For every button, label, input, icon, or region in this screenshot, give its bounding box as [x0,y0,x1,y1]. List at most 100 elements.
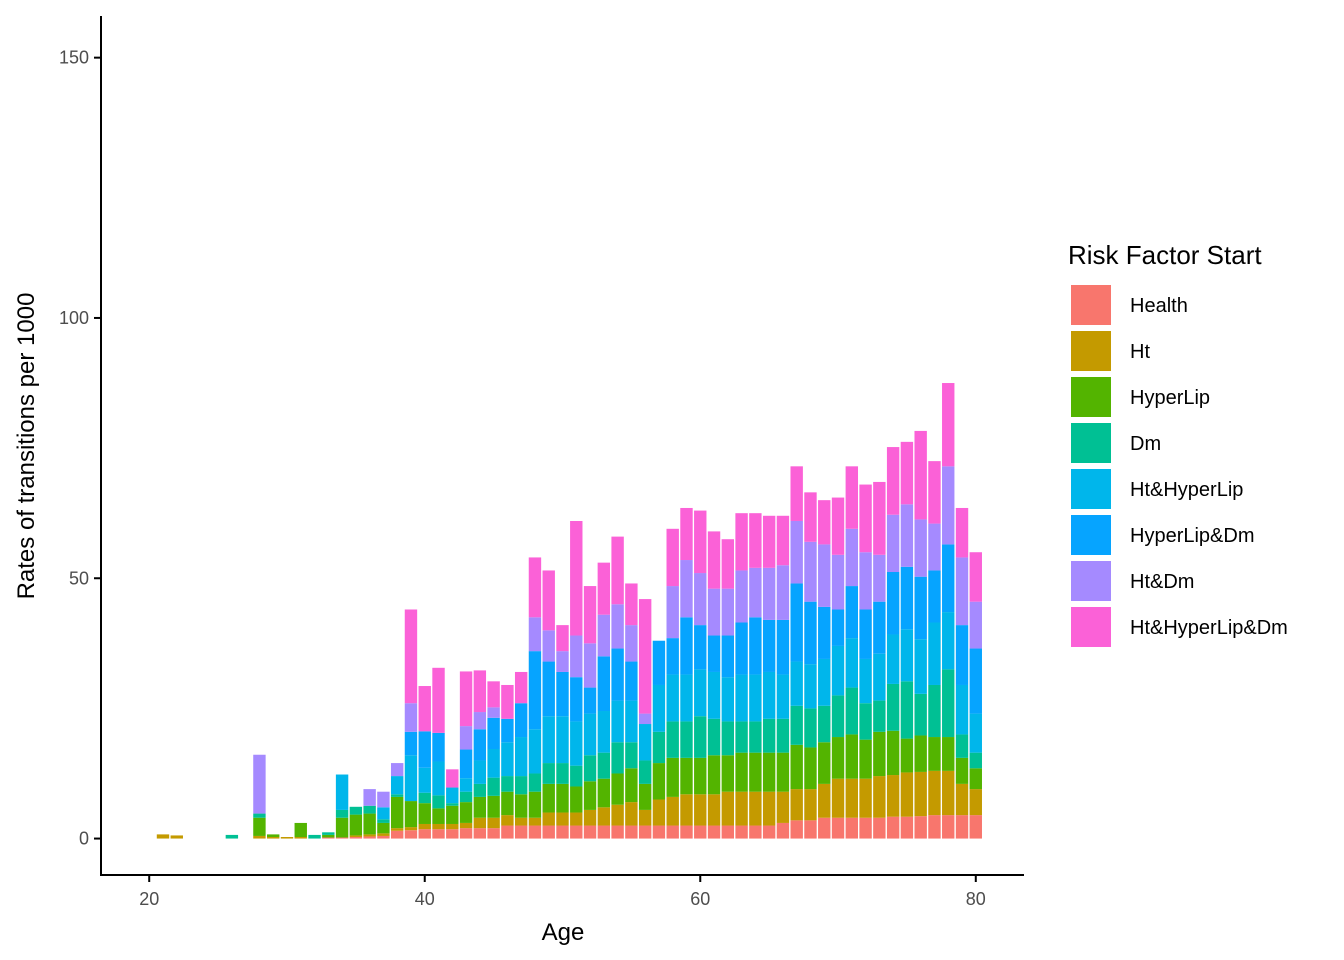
bar-age-59-ht [680,794,693,826]
bar-age-55-ht-dm [625,625,638,662]
bar-age-79-ht-hyperlip [955,684,969,735]
bar-age-41-health [432,829,445,839]
bar-age-56-ht-hyperlip-dm [638,599,652,714]
bar-age-73-ht-hyperlip-dm [873,481,886,555]
bar-age-62-ht-hyperlip-dm [721,539,735,589]
bar-age-54-ht-hyperlip [611,700,624,743]
bar-age-44-ht-hyperlip-dm [473,670,487,713]
bar-age-55-ht-hyperlip-dm [625,583,638,626]
bar-age-55-ht [625,802,638,826]
bar-age-70-hyperlip [831,737,845,779]
bar-age-44-ht-dm [473,712,487,730]
bar-age-53-ht-hyperlip-dm [597,562,611,615]
bar-age-35-dm [349,806,363,815]
bar-age-42-hyperlip [446,805,459,824]
bar-age-66-ht-dm [776,565,790,620]
bar-age-56-ht-dm [638,713,652,725]
bar-age-60-ht [694,794,707,826]
bar-age-76-hyperlip [914,735,927,772]
bar-age-53-ht [597,807,611,826]
bar-age-75-ht-hyperlip [900,629,914,682]
bar-age-45-ht [487,817,500,829]
bar-age-47-health [514,825,528,839]
bar-age-46-ht-hyperlip-dm [501,684,514,719]
bar-age-77-dm [928,684,941,738]
bar-age-50-ht-hyperlip-dm [556,625,569,652]
bar-age-43-hyperlip [459,802,473,823]
legend-key-dm [1071,423,1111,463]
bar-age-61-dm [707,718,721,756]
bar-age-77-hyperlip-dm [928,570,941,623]
bar-age-66-ht [776,791,790,823]
bar-age-61-hyperlip-dm [707,635,721,672]
bar-age-74-ht [886,775,900,817]
bar-age-56-health [638,825,652,839]
bar-age-42-health [446,829,459,839]
bar-age-68-ht [804,789,817,821]
bar-age-38-ht [390,828,404,831]
bar-age-74-hyperlip [886,730,900,776]
bar-age-48-ht [528,817,542,826]
bar-age-63-hyperlip [735,752,748,792]
bar-age-54-ht-dm [611,604,624,649]
bar-age-65-ht-dm [762,567,776,620]
bar-age-78-ht [942,770,955,816]
bar-age-49-health [542,825,555,839]
bar-age-49-ht-dm [542,630,555,662]
bar-age-47-ht-hyperlip-dm [514,671,528,704]
bar-age-56-dm [638,760,652,784]
legend-label-health: Health [1130,295,1188,317]
legend-label-hyperlip: HyperLip [1130,387,1210,409]
bar-age-62-ht-dm [721,588,735,636]
bar-age-61-ht [707,794,721,826]
bar-age-80-health [969,815,982,839]
bar-age-80-ht-hyperlip [969,713,982,753]
bar-age-67-ht [790,789,803,821]
bar-age-43-ht-hyperlip [459,778,473,792]
bar-age-77-hyperlip [928,737,941,771]
bar-age-45-hyperlip [487,795,500,818]
bar-age-43-hyperlip-dm [459,749,473,779]
bar-age-72-ht-hyperlip [859,658,872,704]
bar-age-47-hyperlip-dm [514,703,528,738]
bar-age-73-ht [873,776,886,818]
bar-age-36-hyperlip [363,813,376,835]
bar-age-44-hyperlip-dm [473,729,487,761]
bar-age-59-health [680,825,693,839]
bar-age-58-hyperlip-dm [666,638,679,675]
bar-age-29-hyperlip [267,834,280,837]
bar-age-61-ht-hyperlip-dm [707,531,721,589]
bar-age-70-health [831,817,845,839]
bar-age-79-hyperlip [955,757,969,784]
bar-age-38-ht-hyperlip [390,776,404,795]
legend-key-ht [1071,331,1111,371]
bar-age-28-ht-dm [253,754,266,814]
legend-label-ht-dm: Ht&Dm [1130,571,1194,593]
bar-age-58-dm [666,721,679,758]
bar-age-73-ht-dm [873,554,886,602]
bar-age-49-hyperlip-dm [542,661,555,717]
bar-age-40-dm [418,792,431,804]
bar-age-79-dm [955,734,969,758]
bar-age-34-health [335,837,349,839]
bar-age-70-ht-hyperlip-dm [831,497,845,555]
bar-age-74-dm [886,683,900,731]
bar-age-75-dm [900,681,914,739]
legend-key-hyperlip [1071,377,1111,417]
bar-age-51-health [570,825,583,839]
bar-age-73-dm [873,700,886,732]
bar-age-39-hyperlip [404,801,418,828]
bar-age-38-health [390,830,404,839]
bar-age-37-ht-dm [377,791,390,808]
bar-age-77-ht-hyperlip [928,622,941,685]
bar-age-54-dm [611,742,624,774]
bar-age-71-dm [845,687,858,735]
bar-age-52-dm [583,755,597,782]
bar-age-54-ht-hyperlip-dm [611,536,624,605]
bar-age-54-hyperlip [611,773,624,805]
bar-age-31-hyperlip [294,822,307,837]
bar-age-64-ht-dm [749,567,762,618]
bar-age-38-ht-dm [390,763,404,777]
bar-age-62-hyperlip-dm [721,635,735,678]
bar-age-47-ht-hyperlip [514,737,528,777]
